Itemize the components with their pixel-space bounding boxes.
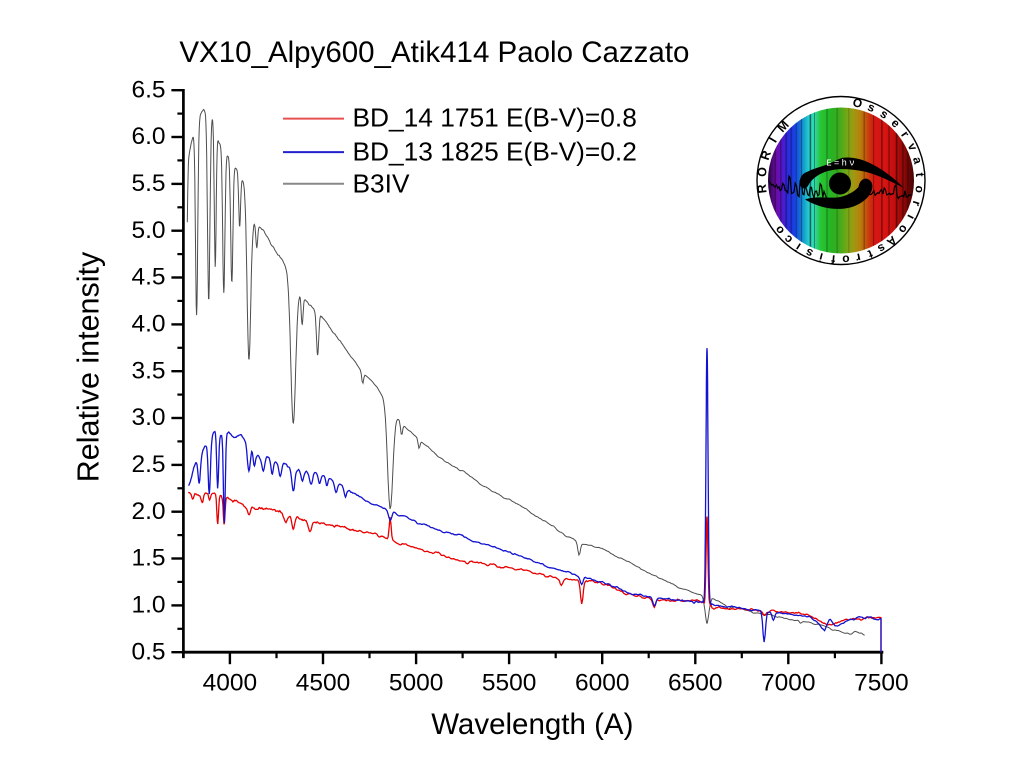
svg-text:a: a bbox=[910, 155, 925, 165]
svg-text:o: o bbox=[842, 252, 850, 266]
svg-text:BD_13 1825 E(B-V)=0.2: BD_13 1825 E(B-V)=0.2 bbox=[353, 136, 637, 166]
svg-text:2.5: 2.5 bbox=[131, 451, 165, 478]
svg-text:4500: 4500 bbox=[296, 670, 351, 697]
svg-text:VX10_Alpy600_Atik414 Paolo Caz: VX10_Alpy600_Atik414 Paolo Cazzato bbox=[179, 36, 689, 69]
svg-text:r: r bbox=[909, 199, 924, 208]
svg-text:t: t bbox=[913, 172, 927, 177]
svg-text:i: i bbox=[904, 212, 918, 221]
svg-text:6.0: 6.0 bbox=[131, 123, 165, 150]
svg-text:2.0: 2.0 bbox=[131, 498, 165, 525]
svg-text:t: t bbox=[866, 247, 875, 261]
svg-text:BD_14 1751 E(B-V)=0.8: BD_14 1751 E(B-V)=0.8 bbox=[353, 103, 637, 133]
svg-text:R: R bbox=[758, 149, 774, 162]
svg-text:7500: 7500 bbox=[854, 670, 909, 697]
svg-text:Relative intensity: Relative intensity bbox=[72, 251, 106, 482]
svg-text:E=hν: E=hν bbox=[826, 159, 856, 169]
svg-text:1.5: 1.5 bbox=[131, 545, 165, 572]
svg-text:3.0: 3.0 bbox=[131, 404, 165, 431]
svg-text:6000: 6000 bbox=[575, 670, 630, 697]
svg-text:5.5: 5.5 bbox=[131, 170, 165, 197]
svg-text:B3IV: B3IV bbox=[353, 169, 410, 199]
svg-text:r: r bbox=[854, 250, 862, 265]
svg-text:4.5: 4.5 bbox=[131, 264, 165, 291]
svg-text:O: O bbox=[851, 95, 863, 111]
svg-text:7000: 7000 bbox=[761, 670, 816, 697]
svg-text:5000: 5000 bbox=[389, 670, 444, 697]
svg-text:4000: 4000 bbox=[203, 670, 258, 697]
svg-text:s: s bbox=[866, 100, 878, 116]
svg-text:4.0: 4.0 bbox=[131, 311, 165, 338]
svg-text:O: O bbox=[755, 166, 770, 177]
svg-text:o: o bbox=[912, 185, 927, 194]
svg-text:0.5: 0.5 bbox=[131, 638, 165, 665]
svg-text:6.5: 6.5 bbox=[131, 76, 165, 103]
svg-text:3.5: 3.5 bbox=[131, 357, 165, 384]
svg-text:f: f bbox=[830, 252, 836, 266]
svg-text:R: R bbox=[755, 184, 770, 194]
svg-text:5500: 5500 bbox=[482, 670, 537, 697]
svg-text:I: I bbox=[766, 135, 780, 145]
svg-text:1.0: 1.0 bbox=[131, 592, 165, 619]
svg-text:i: i bbox=[793, 240, 803, 254]
svg-text:i: i bbox=[818, 250, 825, 264]
svg-text:Wavelength (A): Wavelength (A) bbox=[431, 708, 633, 741]
svg-text:5.0: 5.0 bbox=[131, 217, 165, 244]
svg-text:6500: 6500 bbox=[668, 670, 723, 697]
